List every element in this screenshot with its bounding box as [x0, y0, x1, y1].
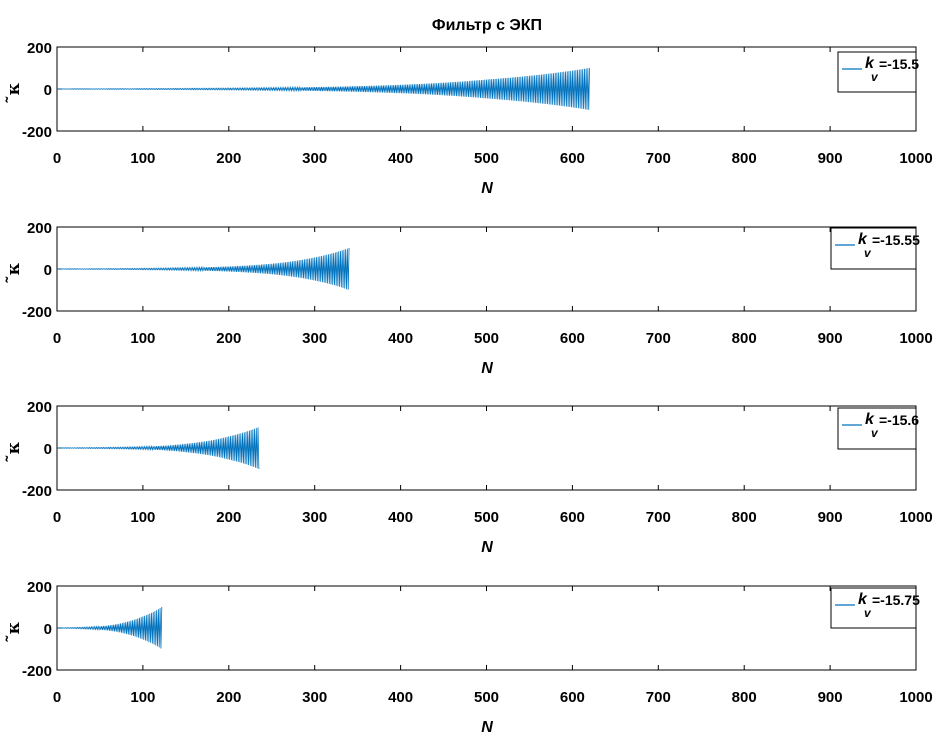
x-tick-label: 300	[302, 689, 327, 706]
subplot-4: 0 100 200 300 400 500 600 700 800 900 10002000-200…	[4, 579, 933, 736]
y-tick-label: 200	[27, 399, 52, 416]
y-tick-label: 200	[27, 579, 52, 596]
y-tick-label: -200	[22, 304, 52, 321]
y-tick-label: 0	[44, 262, 52, 279]
x-tick-label: 500	[474, 509, 499, 526]
subplots: 0 100 200 300 400 500 600 700 800 900 10002000-200…	[4, 40, 933, 736]
x-tick-label: 900	[818, 330, 843, 347]
y-tick-label: 200	[27, 220, 52, 237]
x-tick-label: 900	[818, 689, 843, 706]
subplot-2: 0 100 200 300 400 500 600 700 800 900 10002000-200…	[4, 220, 933, 377]
legend-symbol: k	[865, 411, 875, 428]
x-tick-label: 800	[732, 150, 757, 167]
legend-subscript: v	[871, 426, 879, 440]
x-tick-label: 300	[302, 330, 327, 347]
x-tick-label: 500	[474, 689, 499, 706]
x-tick-label: 0	[53, 150, 61, 167]
legend-symbol: k	[858, 231, 868, 248]
x-tick-label: 1000	[899, 150, 932, 167]
y-tick-label: -200	[22, 483, 52, 500]
x-tick-label: 200	[216, 330, 241, 347]
x-tick-label: 600	[560, 150, 585, 167]
x-tick-label: 300	[302, 150, 327, 167]
series-line	[56, 606, 163, 649]
y-tick-label: -200	[22, 663, 52, 680]
legend-value: =-15.55	[872, 232, 920, 248]
x-tick-label: 100	[130, 509, 155, 526]
x-tick-label: 0	[53, 689, 61, 706]
series-line	[56, 427, 260, 470]
x-tick-label: 900	[818, 150, 843, 167]
legend-symbol: k	[858, 591, 868, 608]
x-tick-label: 200	[216, 509, 241, 526]
y-axis-label: ̃κ	[4, 441, 24, 462]
y-tick-label: 0	[44, 621, 52, 638]
x-tick-label: 800	[732, 330, 757, 347]
y-tick-label: 0	[44, 441, 52, 458]
x-tick-label: 500	[474, 150, 499, 167]
y-tick-label: -200	[22, 124, 52, 141]
legend-box	[837, 51, 917, 93]
legend-subscript: v	[871, 70, 879, 84]
legend-value: =-15.5	[879, 56, 919, 72]
x-tick-label: 700	[646, 509, 671, 526]
legend: kv=-15.55	[830, 227, 920, 270]
x-tick-label: 100	[130, 689, 155, 706]
x-tick-label: 800	[732, 689, 757, 706]
y-axis-label: ̃κ	[4, 621, 24, 642]
x-tick-label: 400	[388, 689, 413, 706]
x-tick-label: 1000	[899, 509, 932, 526]
x-axis-label: N	[481, 360, 493, 377]
axes-box	[56, 405, 917, 491]
y-axis-label: ̃κ	[4, 262, 24, 283]
x-tick-label: 900	[818, 509, 843, 526]
x-tick-label: 700	[646, 330, 671, 347]
axes-box	[56, 226, 917, 312]
series-line	[56, 67, 590, 110]
legend-symbol: k	[865, 55, 875, 72]
x-tick-label: 100	[130, 330, 155, 347]
legend: kv=-15.5	[837, 51, 919, 93]
x-tick-label: 600	[560, 509, 585, 526]
x-tick-label: 1000	[899, 689, 932, 706]
x-tick-label: 600	[560, 330, 585, 347]
subplot-1: 0 100 200 300 400 500 600 700 800 900 10002000-200…	[4, 40, 933, 197]
x-tick-label: 100	[130, 150, 155, 167]
legend-box	[830, 587, 917, 629]
y-tick-label: 200	[27, 40, 52, 57]
x-tick-label: 700	[646, 689, 671, 706]
legend-subscript: v	[864, 246, 872, 260]
x-tick-label: 200	[216, 150, 241, 167]
x-tick-label: 300	[302, 509, 327, 526]
legend-value: =-15.75	[872, 592, 920, 608]
legend-box	[830, 227, 917, 270]
legend-box	[837, 407, 917, 450]
x-axis-label: N	[481, 180, 493, 197]
x-tick-label: 0	[53, 330, 61, 347]
x-tick-label: 400	[388, 150, 413, 167]
y-tick-label: 0	[44, 82, 52, 99]
legend: kv=-15.75	[830, 587, 920, 629]
x-tick-label: 800	[732, 509, 757, 526]
x-axis-label: N	[481, 539, 493, 556]
x-tick-label: 400	[388, 509, 413, 526]
figure-title: Фильтр с ЭКП	[432, 17, 542, 34]
x-axis-label: N	[481, 719, 493, 736]
x-tick-label: 400	[388, 330, 413, 347]
legend: kv=-15.6	[837, 407, 919, 450]
x-tick-label: 700	[646, 150, 671, 167]
y-axis-label: ̃κ	[4, 82, 24, 103]
legend-subscript: v	[864, 606, 872, 620]
x-tick-label: 500	[474, 330, 499, 347]
x-tick-label: 200	[216, 689, 241, 706]
x-tick-label: 1000	[899, 330, 932, 347]
x-tick-label: 0	[53, 509, 61, 526]
legend-value: =-15.6	[879, 412, 919, 428]
series-line	[56, 247, 350, 290]
x-tick-label: 600	[560, 689, 585, 706]
subplot-3: 0 100 200 300 400 500 600 700 800 900 10002000-200…	[4, 399, 933, 556]
axes-box	[56, 585, 917, 671]
